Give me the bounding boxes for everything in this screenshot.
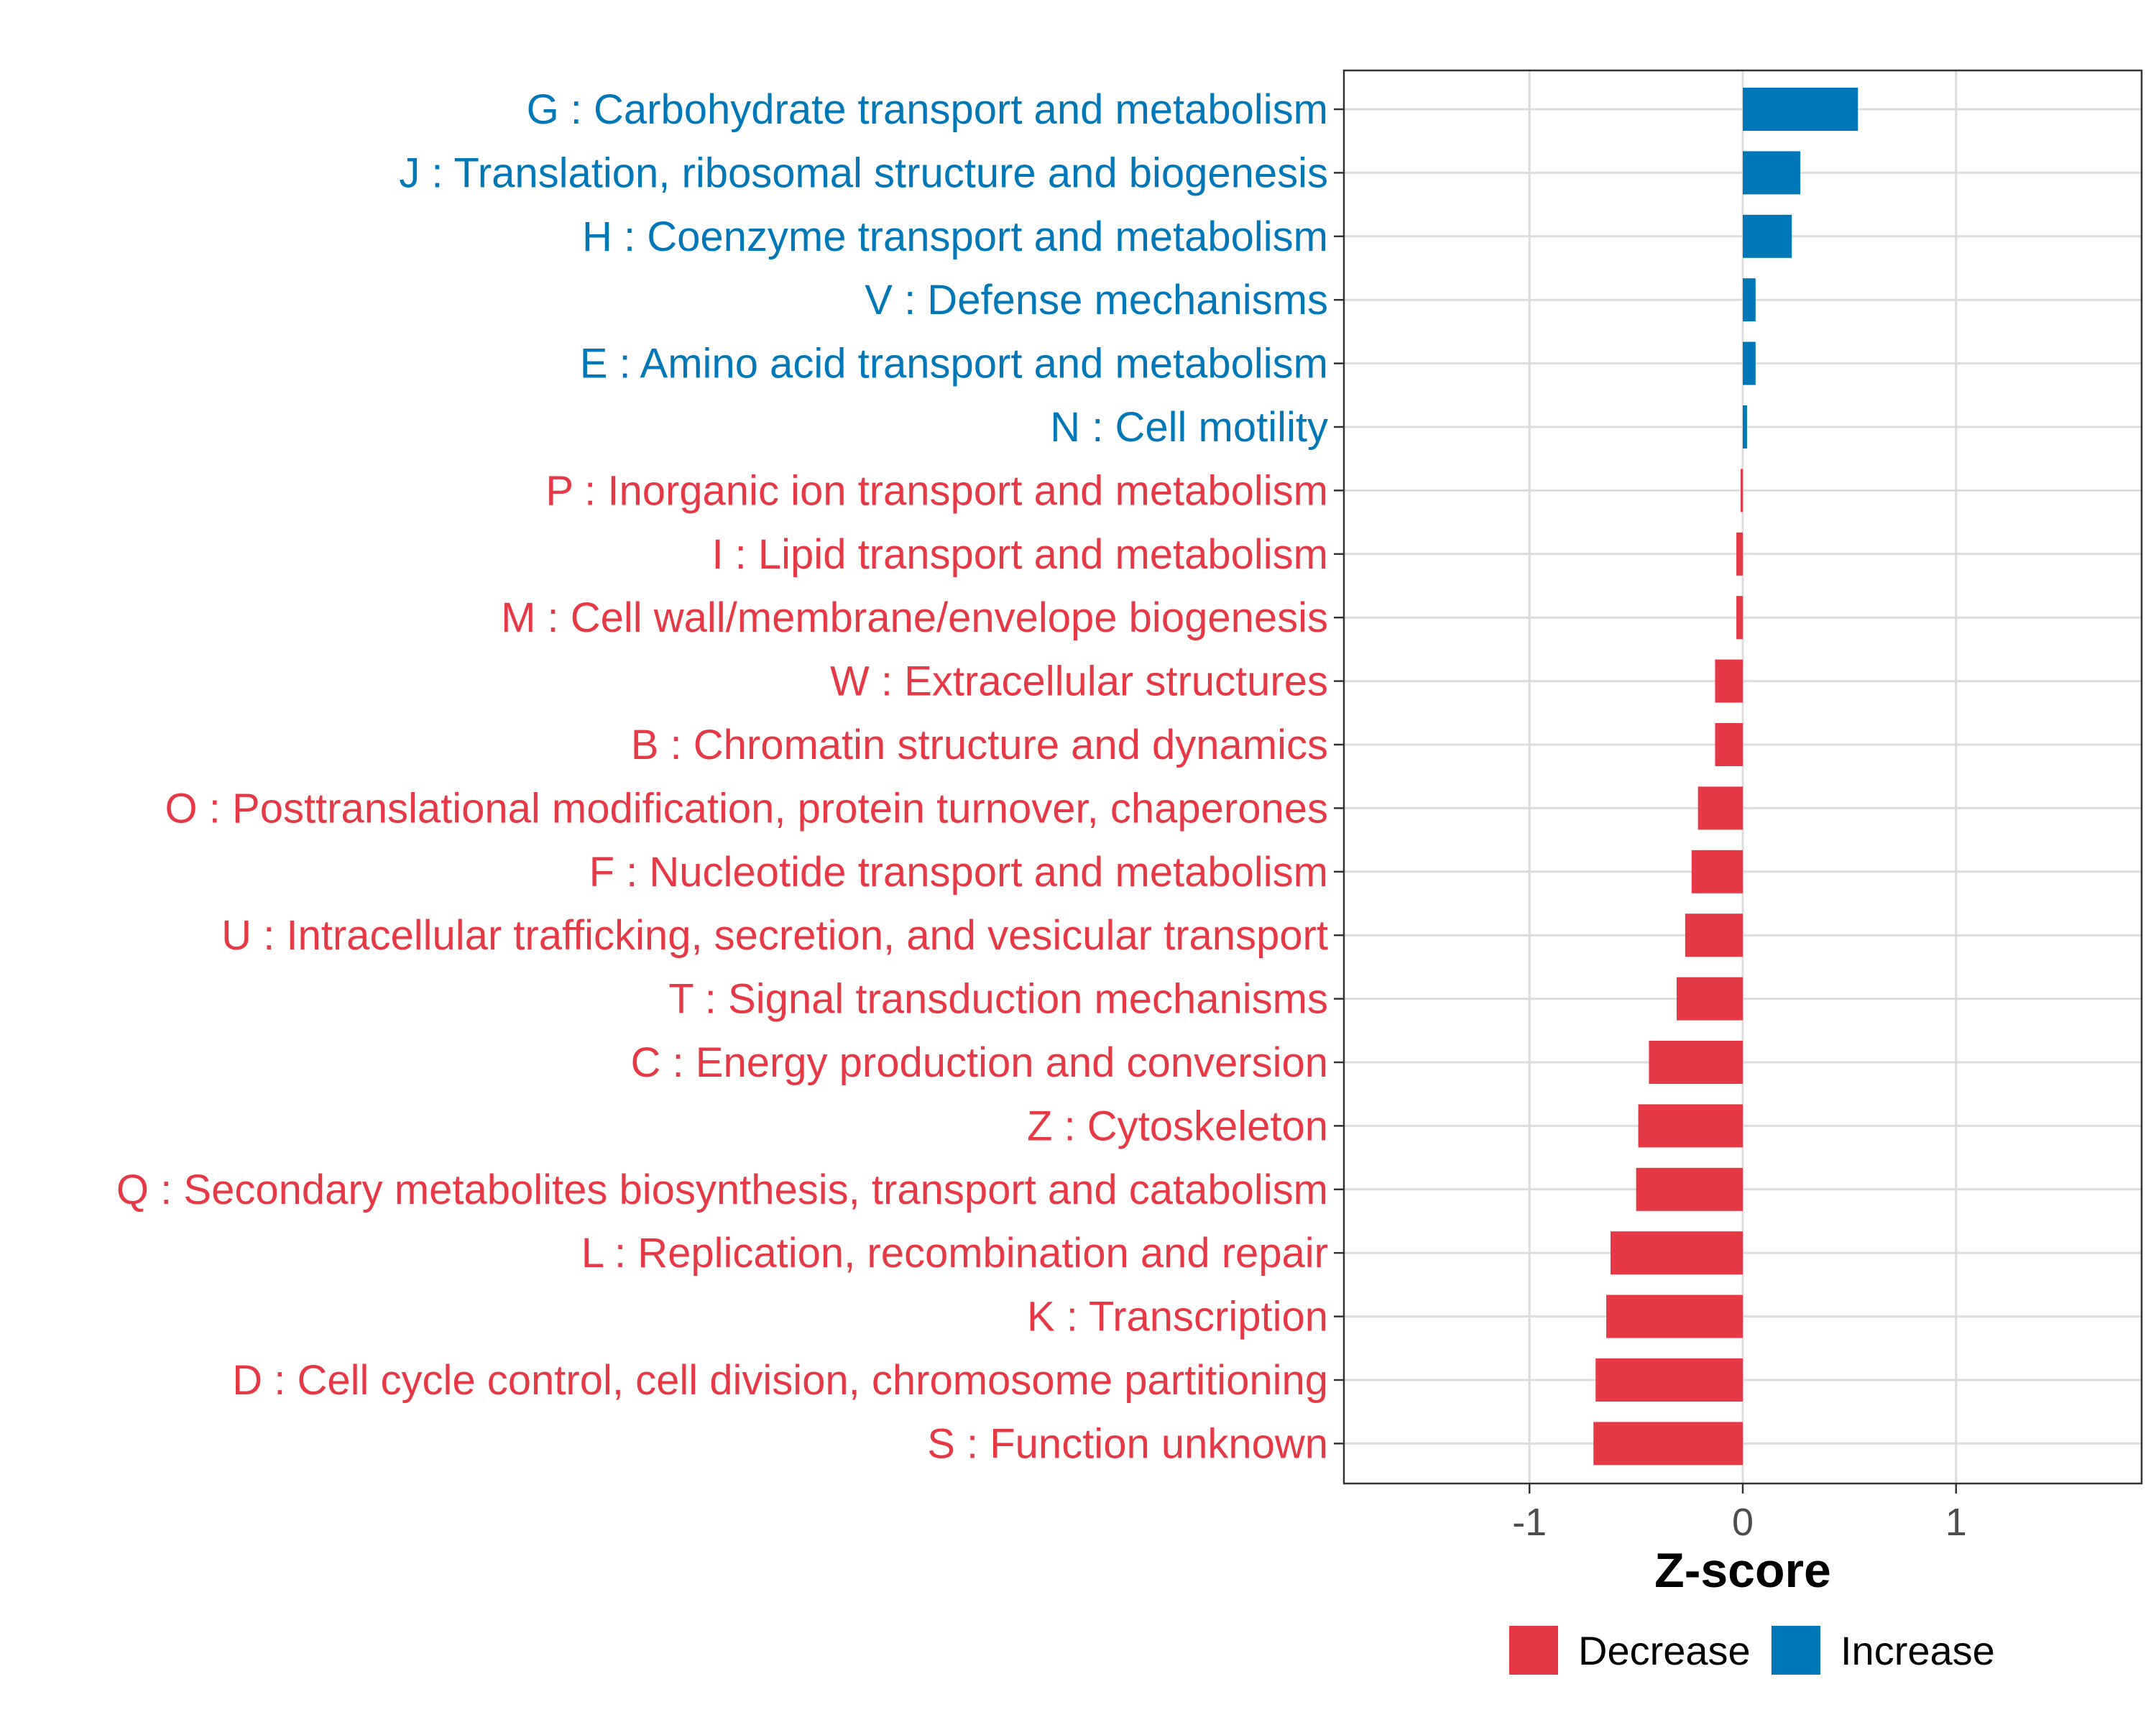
category-label: I : Lipid transport and metabolism [711,531,1328,578]
category-label: K : Transcription [1027,1294,1328,1340]
bar-b [1715,723,1743,766]
legend: Decrease Increase [1509,1626,1995,1675]
category-label: P : Inorganic ion transport and metaboli… [545,467,1328,514]
category-label: J : Translation, ribosomal structure and… [399,150,1328,196]
bar-j [1743,151,1801,195]
category-label: F : Nucleotide transport and metabolism [589,849,1328,896]
category-label: Q : Secondary metabolites biosynthesis, … [116,1167,1328,1213]
bar-g [1743,88,1858,131]
bar-u [1685,914,1743,957]
legend-label-increase: Increase [1841,1628,1995,1673]
bar-f [1691,850,1743,893]
category-label: N : Cell motility [1050,404,1328,451]
category-label: H : Coenzyme transport and metabolism [582,213,1328,260]
category-label: E : Amino acid transport and metabolism [580,341,1328,387]
bar-d [1595,1358,1743,1402]
bar-q [1636,1167,1743,1211]
category-label: B : Chromatin structure and dynamics [631,722,1328,768]
bar-s [1593,1422,1743,1466]
bar-p [1741,469,1743,512]
category-label: C : Energy production and conversion [631,1039,1328,1086]
legend-key-increase [1772,1626,1820,1675]
bar-c [1649,1041,1743,1084]
category-label: L : Replication, recombination and repai… [581,1230,1328,1276]
bar-t [1676,977,1743,1021]
category-label: Z : Cytoskeleton [1027,1103,1328,1149]
category-label: U : Intracellular trafficking, secretion… [221,912,1328,959]
category-label: D : Cell cycle control, cell division, c… [232,1357,1328,1404]
legend-label-decrease: Decrease [1578,1628,1751,1673]
category-label: T : Signal transduction mechanisms [668,976,1328,1023]
category-label: G : Carbohydrate transport and metabolis… [527,86,1328,133]
category-label: W : Extracellular structures [830,658,1328,705]
category-labels: G : Carbohydrate transport and metabolis… [116,86,1328,1467]
category-label: V : Defense mechanisms [865,277,1328,323]
legend-key-decrease [1509,1626,1558,1675]
bar-k [1606,1294,1743,1338]
x-tick-label: 0 [1732,1501,1754,1544]
category-label: S : Function unknown [927,1420,1328,1467]
bar-i [1736,532,1743,576]
bar-z [1638,1104,1743,1148]
x-tick-label: -1 [1512,1501,1547,1544]
bar-v [1743,278,1756,322]
bar-n [1743,405,1747,448]
bar-m [1736,596,1743,640]
x-axis-title: Z-score [1654,1543,1831,1598]
x-tick-label: 1 [1945,1501,1967,1544]
x-axis-ticks: -1 0 1 [1334,108,1967,1544]
bar-w [1715,659,1743,703]
category-label: M : Cell wall/membrane/envelope biogenes… [501,594,1328,641]
bar-e [1743,341,1756,385]
bar-o [1697,786,1743,830]
bars-layer [1593,88,1858,1466]
category-label: O : Posttranslational modification, prot… [165,785,1328,832]
bar-l [1610,1231,1743,1275]
bar-h [1743,214,1792,258]
